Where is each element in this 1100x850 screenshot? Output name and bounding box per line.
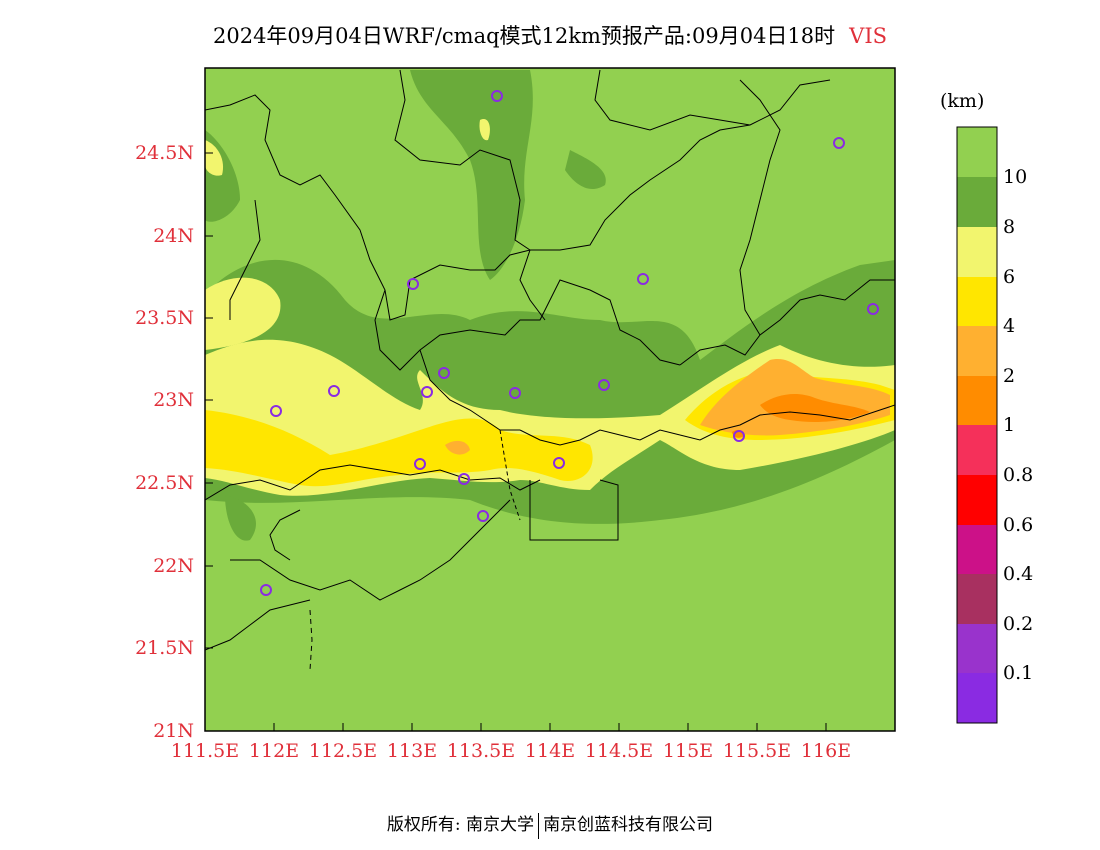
city-marker (458, 473, 470, 485)
colorbar-label: 0.4 (1003, 563, 1034, 585)
colorbar-label: 0.8 (1003, 464, 1034, 486)
colorbar-label: 2 (1003, 365, 1016, 387)
vis-band-8km-ne (565, 150, 606, 190)
city-marker (260, 584, 272, 596)
colorbar-swatch (957, 376, 997, 425)
colorbar-label: 8 (1003, 216, 1016, 238)
lat-tick-label: 24.5N (135, 142, 194, 164)
colorbar-label: 0.6 (1003, 514, 1034, 536)
colorbar-swatch (957, 177, 997, 227)
lon-tick-label: 115E (662, 740, 714, 762)
colorbar-label: 6 (1003, 266, 1016, 288)
lon-tick-label: 113.5E (446, 740, 516, 762)
visibility-field (205, 68, 895, 731)
city-marker (733, 430, 745, 442)
colorbar-swatch (957, 227, 997, 277)
administrative-boundaries (205, 69, 895, 671)
colorbar-swatch (957, 277, 997, 326)
lon-tick-label: 112E (248, 740, 300, 762)
lat-tick-label: 24N (153, 225, 194, 247)
vis-band-2km-center (445, 440, 470, 455)
city-marker (414, 458, 426, 470)
colorbar-label: 1 (1003, 414, 1016, 436)
colorbar-swatch (957, 475, 997, 525)
city-marker (598, 379, 610, 391)
lon-tick-label: 111.5E (170, 740, 240, 762)
city-marker (509, 387, 521, 399)
colorbar-swatch (957, 624, 997, 673)
colorbar-swatch (957, 425, 997, 475)
lat-tick-label: 22.5N (135, 472, 194, 494)
title-main: 2024年09月04日WRF/cmaq模式12km预报产品:09月04日18时 (212, 24, 836, 48)
colorbar-swatch (957, 326, 997, 376)
colorbar-label: 10 (1003, 166, 1028, 188)
axis-ticks (205, 152, 827, 731)
vis-band-1km (760, 394, 870, 423)
lat-tick-label: 21.5N (135, 637, 194, 659)
copyright-text: 版权所有: 南京大学 (386, 815, 535, 835)
colorbar-swatch (957, 574, 997, 624)
vis-band-8km-north (410, 70, 533, 280)
city-marker (421, 386, 433, 398)
city-markers (260, 90, 879, 596)
colorbar-swatch (957, 525, 997, 574)
lon-tick-label: 114.5E (584, 740, 654, 762)
colorbar-label: 4 (1003, 315, 1016, 337)
colorbar-label: 0.1 (1003, 662, 1034, 684)
city-marker (328, 385, 340, 397)
vis-band-4km (205, 410, 593, 487)
lon-tick-label: 112.5E (308, 740, 378, 762)
colorbar-swatch (957, 127, 997, 177)
city-marker (407, 278, 419, 290)
city-marker (553, 457, 565, 469)
city-marker (867, 303, 879, 315)
title-variable: VIS (849, 24, 888, 48)
city-marker (438, 367, 450, 379)
lon-tick-label: 115.5E (722, 740, 792, 762)
copyright-footer: 版权所有: 南京大学 南京创蓝科技有限公司 (0, 810, 1100, 839)
colorbar (956, 126, 998, 724)
city-marker (491, 90, 503, 102)
city-marker (833, 137, 845, 149)
city-marker (477, 510, 489, 522)
map-title: 2024年09月04日WRF/cmaq模式12km预报产品:09月04日18时 V… (0, 20, 1100, 50)
company-name: 南京创蓝科技有限公司 (543, 815, 714, 835)
city-marker (270, 405, 282, 417)
colorbar-label: 0.2 (1003, 613, 1034, 635)
lat-tick-label: 23N (153, 389, 194, 411)
colorbar-unit: (km) (940, 90, 985, 112)
lat-tick-label: 21N (153, 720, 194, 742)
colorbar-swatch (957, 673, 997, 723)
lon-tick-label: 113E (386, 740, 438, 762)
lat-tick-label: 22N (153, 555, 194, 577)
vis-band-6km-west (205, 277, 281, 350)
city-marker (637, 273, 649, 285)
footer-divider (538, 812, 540, 839)
vis-band-8km-south (225, 495, 256, 541)
vis-band-6km-nw (205, 140, 224, 176)
lon-tick-label: 116E (800, 740, 852, 762)
lon-tick-label: 114E (524, 740, 576, 762)
lat-tick-label: 23.5N (135, 307, 194, 329)
vis-band-6km-north (479, 119, 490, 141)
colorbar-frame (956, 126, 998, 724)
